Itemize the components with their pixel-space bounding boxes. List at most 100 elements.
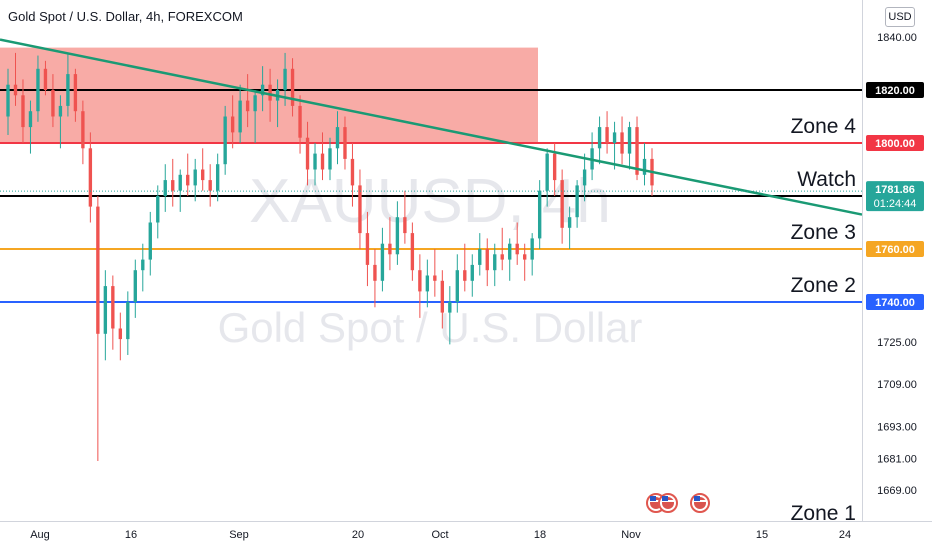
level-1800-zone-4-price-tag: 1800.00 [866,135,924,151]
candle-body [58,105,63,117]
candle-body [575,185,579,218]
candle [358,169,362,249]
candle [463,243,467,292]
candle-body [328,148,332,170]
candle-body [88,148,93,207]
candle-body [418,270,422,292]
candle-body [81,111,85,149]
candle-body [178,174,182,191]
candle [193,158,197,202]
event-flag-canton [694,496,700,501]
watermark-name: Gold Spot / U.S. Dollar [218,304,643,351]
candle [403,190,407,244]
time-tick-label: 15 [756,529,768,541]
candle-body [380,243,385,281]
candle [485,238,489,287]
candle [260,66,265,112]
candle [567,206,572,249]
candle-body [253,95,257,112]
candle [478,233,482,276]
candle-body [171,180,175,191]
candle-body [66,74,70,106]
candle-body [425,275,430,292]
price-tag-label: 1820.00 [875,85,915,97]
candle-body [260,84,265,96]
candle [328,137,332,181]
candle-body [642,158,647,175]
chart-title: Gold Spot / U.S. Dollar, 4h, FOREXCOM [8,9,243,24]
candle-body [103,286,108,334]
candle [96,196,100,461]
price-tick-label: 1693.00 [877,422,917,434]
candle-body [597,127,602,149]
currency-button[interactable]: USD [885,7,915,27]
level-1760-zone-3-price-tag: 1760.00 [866,241,924,257]
candle [433,249,437,297]
candle-body [96,206,100,334]
candle-body [193,169,197,186]
candle [515,222,519,265]
candle [88,132,93,223]
candle-body [620,132,624,154]
candle [13,52,18,106]
candle [245,74,250,128]
time-tick-label: 24 [839,529,851,541]
price-tag-label: 1800.00 [875,138,915,150]
time-tick-label: Oct [431,529,448,541]
candle-body [635,127,639,175]
candle-body [201,169,205,181]
candle-body [118,328,123,340]
candle [186,153,190,196]
candle [201,148,205,191]
price-tag-label: 1740.00 [875,297,915,309]
watermark-symbol: XAUUSD, 4h [249,167,611,236]
candle-body [350,158,355,186]
candle [470,254,474,297]
candle-body [627,127,632,154]
candle-body [470,264,474,281]
candle [335,111,340,165]
candle-body [215,164,220,191]
candle-body [388,243,392,255]
candle-body [463,270,467,281]
candle-body [43,68,48,90]
candle [253,90,257,143]
candle [523,243,527,281]
candle-body [373,264,377,281]
candle [365,211,370,287]
candle [313,143,317,186]
countdown-label: 01:24:44 [874,198,917,210]
candle [343,116,347,170]
candle [133,259,137,318]
price-tag-background [866,135,924,151]
plot-area: XAUUSD, 4h Gold Spot / U.S. Dollar Zone 4 W… [0,38,863,525]
candle [493,243,497,287]
price-tick-label: 1669.00 [877,485,917,497]
candle-body [21,95,25,128]
event-flag-canton [662,496,668,501]
candle-body [223,116,227,165]
candle [642,143,647,186]
time-axis: Aug 16 Sep 20 Oct 18 Nov 15 24 [0,521,932,541]
candle-body [500,254,504,260]
candle-body [508,243,512,260]
candle [508,238,512,281]
candle [575,180,579,228]
candle-body [612,132,617,143]
candle-body [320,153,325,170]
candle [597,116,602,165]
candle [223,105,227,175]
candle [560,169,564,244]
candle-body [530,238,534,260]
price-axis: 1840.00 1725.00 1709.00 1693.00 1681.00 1669.… [862,0,932,550]
candle-body [230,116,235,133]
price-tick-label: 1681.00 [877,453,917,465]
candle [388,217,392,271]
candle-body [410,233,415,271]
price-tick-label: 1725.00 [877,337,917,349]
candle [73,68,78,122]
candle-body [478,249,482,265]
candle [440,270,445,329]
candle-body [335,127,340,149]
